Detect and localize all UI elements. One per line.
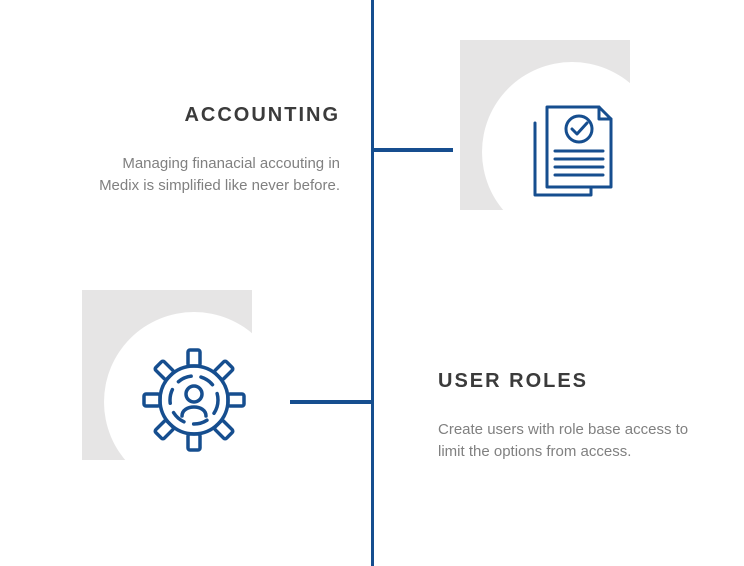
section-accounting: ACCOUNTING Managing finanacial accouting… [0, 50, 744, 290]
connector-user-roles [290, 400, 372, 404]
heading-user-roles: USER ROLES [438, 370, 698, 393]
text-block-user-roles: USER ROLES Create users with role base a… [438, 370, 698, 463]
section-user-roles: USER ROLES Create users with role base a… [0, 300, 744, 540]
icon-block-accounting [460, 40, 660, 240]
desc-accounting: Managing finanacial accouting in Medix i… [80, 153, 340, 197]
heading-accounting: ACCOUNTING [80, 104, 340, 127]
document-check-icon [517, 95, 627, 210]
icon-circle-bg [482, 62, 662, 242]
gear-user-icon [134, 340, 254, 465]
text-block-accounting: ACCOUNTING Managing finanacial accouting… [80, 104, 340, 197]
desc-user-roles: Create users with role base access to li… [438, 419, 698, 463]
icon-circle-bg [104, 312, 284, 492]
connector-accounting [373, 148, 453, 152]
icon-block-user-roles [82, 290, 282, 490]
